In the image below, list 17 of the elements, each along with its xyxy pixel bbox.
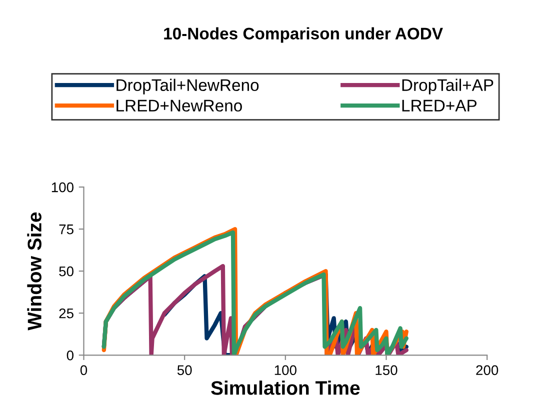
y-tick-label: 50 [59, 266, 74, 276]
y-axis-title: Window Size [27, 212, 42, 330]
y-tick-label: 0 [66, 350, 74, 360]
x-axis-title: Simulation Time [211, 380, 360, 395]
legend-label: DropTail+AP [402, 78, 494, 94]
legend-label: DropTail+NewReno [116, 78, 259, 94]
x-tick-label: 100 [274, 365, 296, 376]
x-tick-label: 50 [177, 365, 192, 376]
x-tick-label: 150 [376, 365, 398, 376]
x-tick-label: 0 [80, 365, 88, 376]
y-tick-label: 75 [59, 224, 74, 234]
legend-label: LRED+AP [402, 100, 477, 112]
y-tick-label: 25 [59, 308, 74, 318]
y-tick-label: 100 [52, 182, 74, 192]
x-tick-label: 200 [476, 365, 498, 376]
legend-label: LRED+NewReno [116, 100, 242, 112]
chart-title: 10-Nodes Comparison under AODV [164, 27, 443, 43]
